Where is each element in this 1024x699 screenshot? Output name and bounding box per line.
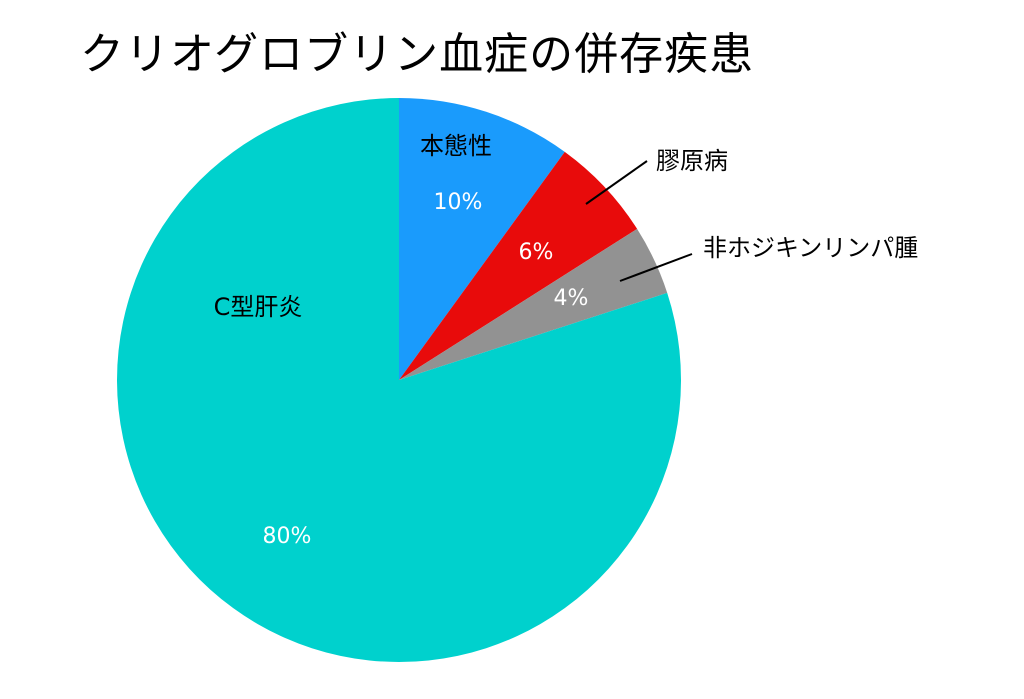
- slice-label-hepatitis-c: C型肝炎: [214, 293, 303, 321]
- slice-label-kogenbyo: 膠原病: [656, 147, 728, 175]
- pie-slice-honseisei: [399, 98, 565, 380]
- pie-slice-hepatitis-c: [117, 98, 682, 662]
- leader-line-non-hodgkin-lymphoma: [619, 253, 693, 282]
- slice-value-honseisei: 10%: [434, 190, 483, 215]
- slice-value-kogenbyo: 6%: [519, 240, 554, 265]
- pie-slice-kogenbyo: [399, 151, 638, 380]
- slice-value-hepatitis-c: 80%: [263, 524, 312, 549]
- pie-slice-non-hodgkin-lymphoma: [399, 228, 668, 380]
- slice-label-non-hodgkin-lymphoma: 非ホジキンリンパ腫: [703, 234, 918, 262]
- leader-line-kogenbyo: [585, 160, 648, 205]
- chart-title: クリオグロブリン血症の併存疾患: [80, 29, 755, 80]
- slice-value-non-hodgkin-lymphoma: 4%: [554, 286, 589, 311]
- slice-label-honseisei: 本態性: [420, 132, 492, 160]
